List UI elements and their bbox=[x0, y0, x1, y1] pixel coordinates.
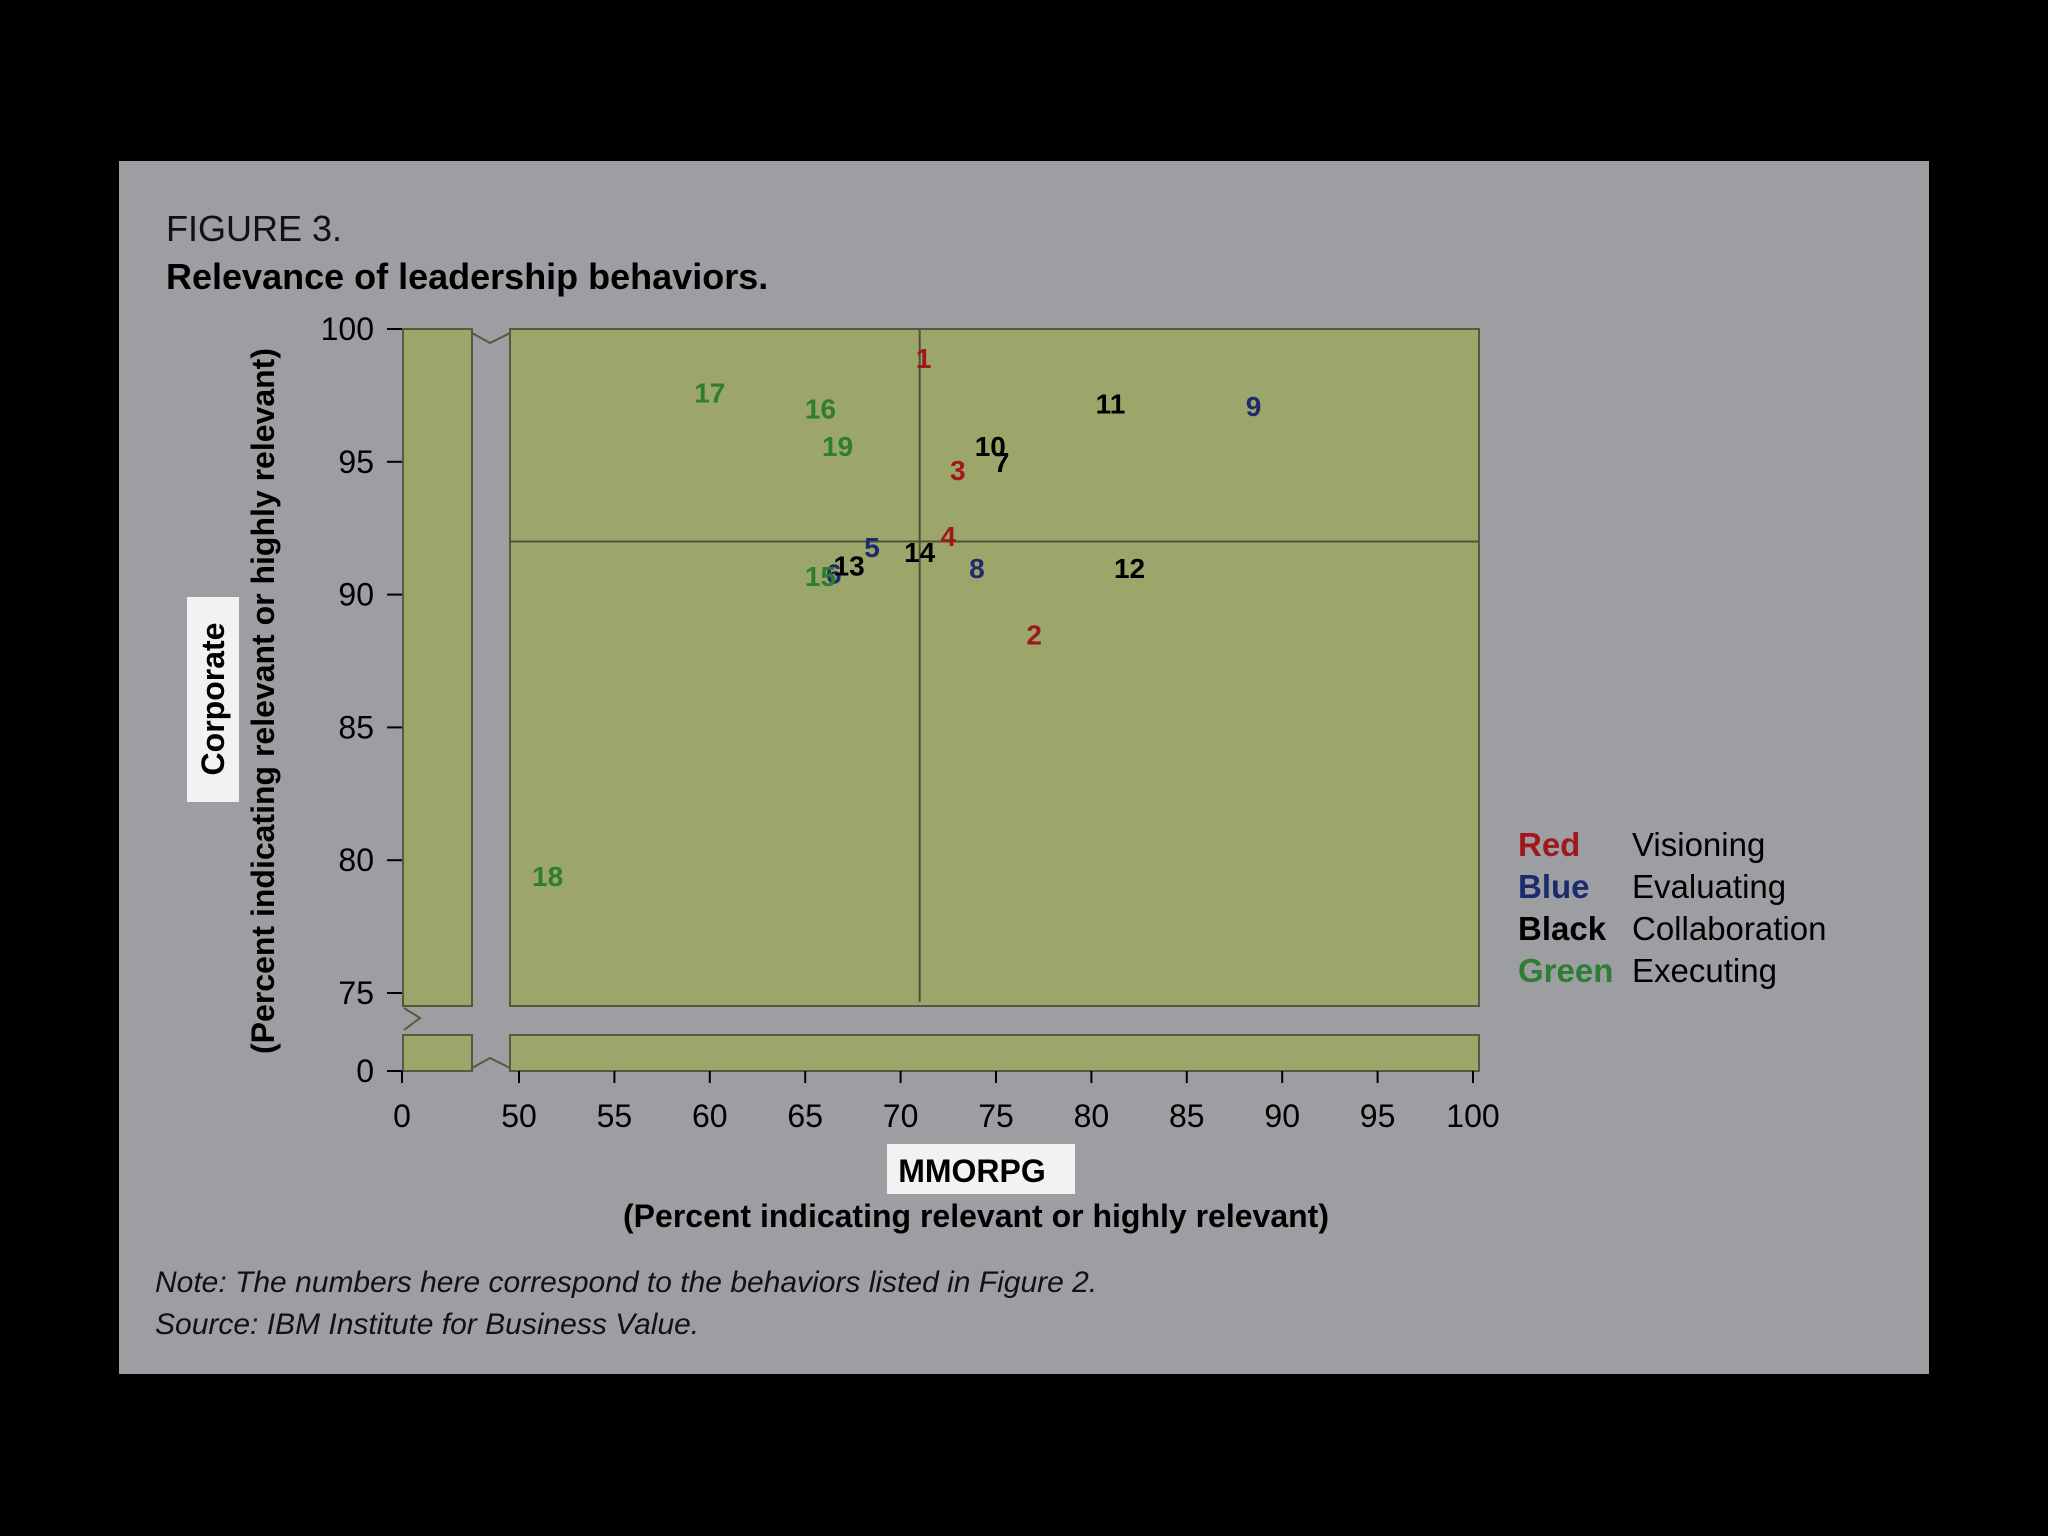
data-point-label: 19 bbox=[822, 431, 853, 462]
figure-title: Relevance of leadership behaviors. bbox=[166, 256, 769, 297]
x-axis-subtitle: (Percent indicating relevant or highly r… bbox=[623, 1198, 1329, 1234]
legend-category: Visioning bbox=[1632, 826, 1766, 863]
axis-titles: MMORPG (Percent indicating relevant or hi… bbox=[187, 348, 1329, 1234]
y-tick-label: 0 bbox=[356, 1053, 374, 1089]
data-point-label: 13 bbox=[834, 550, 865, 581]
data-point-label: 11 bbox=[1096, 388, 1126, 419]
reference-lines bbox=[510, 329, 1479, 1002]
legend-color-word: Green bbox=[1518, 952, 1614, 989]
data-point-label: 4 bbox=[941, 521, 957, 552]
left-broken-region bbox=[402, 328, 473, 1007]
bottom-broken-region bbox=[509, 1034, 1480, 1072]
x-axis-break-mark bbox=[471, 332, 511, 345]
y-tick-label: 90 bbox=[338, 577, 374, 613]
y-tick-label: 80 bbox=[338, 842, 374, 878]
legend-color-word: Black bbox=[1518, 910, 1607, 947]
x-tick-label: 100 bbox=[1446, 1098, 1499, 1134]
data-point-label: 3 bbox=[950, 455, 966, 486]
y-axis-title: Corporate bbox=[195, 623, 231, 776]
corner-region bbox=[402, 1034, 473, 1072]
data-point-label: 14 bbox=[904, 537, 936, 568]
figure-label: FIGURE 3. bbox=[166, 208, 343, 249]
x-tick-label: 95 bbox=[1360, 1098, 1396, 1134]
data-point-label: 9 bbox=[1246, 391, 1262, 422]
x-tick-label: 55 bbox=[597, 1098, 633, 1134]
legend-color-word: Red bbox=[1518, 826, 1581, 863]
main-plot-region bbox=[509, 328, 1480, 1007]
x-tick-label: 0 bbox=[393, 1098, 411, 1134]
data-point-label: 10 bbox=[975, 431, 1006, 462]
data-point-label: 17 bbox=[694, 378, 725, 409]
legend-category: Executing bbox=[1632, 952, 1777, 989]
y-tick-label: 100 bbox=[321, 311, 374, 347]
data-point-label: 2 bbox=[1026, 619, 1042, 650]
x-tick-label: 85 bbox=[1169, 1098, 1205, 1134]
x-tick-label: 75 bbox=[978, 1098, 1014, 1134]
data-point-label: 1 bbox=[916, 343, 932, 374]
data-point-label: 6 bbox=[826, 558, 842, 589]
x-axis-title-box bbox=[887, 1144, 1075, 1194]
y-tick-label: 85 bbox=[338, 709, 374, 745]
data-point-label: 5 bbox=[864, 532, 880, 563]
x-tick-label: 60 bbox=[692, 1098, 728, 1134]
data-point-label: 8 bbox=[969, 553, 985, 584]
y-tick-label: 75 bbox=[338, 975, 374, 1011]
plot-area bbox=[402, 328, 1480, 1072]
x-tick-label: 50 bbox=[501, 1098, 537, 1134]
y-axis-subtitle: (Percent indicating relevant or highly r… bbox=[245, 348, 281, 1054]
legend-category: Collaboration bbox=[1632, 910, 1827, 947]
x-tick-label: 80 bbox=[1074, 1098, 1110, 1134]
y-axis-title-box bbox=[187, 597, 239, 802]
x-tick-label: 70 bbox=[883, 1098, 919, 1134]
data-point-label: 16 bbox=[805, 394, 836, 425]
x-axis-break-mark-bottom bbox=[471, 1056, 511, 1069]
data-point-label: 18 bbox=[532, 861, 563, 892]
data-point-label: 15 bbox=[805, 561, 836, 592]
figure-source: Source: IBM Institute for Business Value… bbox=[155, 1308, 700, 1341]
y-tick-label: 95 bbox=[338, 444, 374, 480]
x-tick-label: 65 bbox=[787, 1098, 823, 1134]
y-axis-break-mark bbox=[403, 1007, 422, 1031]
x-tick-label: 90 bbox=[1264, 1098, 1300, 1134]
x-axis-title: MMORPG bbox=[898, 1153, 1046, 1189]
figure-note: Note: The numbers here correspond to the… bbox=[155, 1266, 1098, 1299]
data-point-label: 12 bbox=[1114, 553, 1145, 584]
legend-color-word: Blue bbox=[1518, 868, 1590, 905]
legend-category: Evaluating bbox=[1632, 868, 1787, 905]
data-point-label: 7 bbox=[994, 447, 1010, 478]
